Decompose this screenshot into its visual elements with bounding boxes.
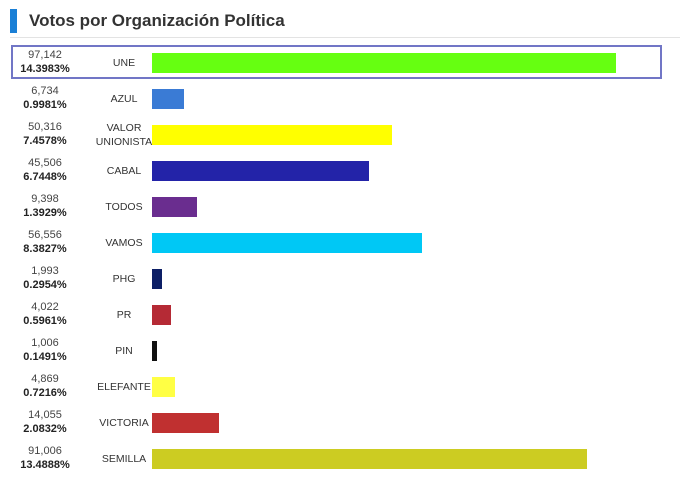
- party-name-label: VALOR UNIONISTA: [95, 122, 153, 148]
- party-name-label: PHG: [112, 273, 136, 285]
- vote-count-label: 6,734: [31, 85, 59, 97]
- vote-bar-azul[interactable]: [152, 89, 185, 109]
- vote-count-label: 1,006: [31, 337, 59, 349]
- party-name-label: PIN: [115, 345, 133, 357]
- vote-percent-label: 0.2954%: [23, 279, 67, 291]
- title-accent-bar: [10, 9, 17, 33]
- vote-bar-victoria[interactable]: [152, 413, 220, 433]
- vote-percent-label: 0.7216%: [23, 387, 67, 399]
- vote-count-label: 91,006: [28, 445, 62, 457]
- vote-bar-todos[interactable]: [152, 197, 197, 217]
- header-divider: [10, 37, 680, 38]
- vote-percent-label: 1.3929%: [23, 207, 67, 219]
- vote-percent-label: 7.4578%: [23, 135, 67, 147]
- party-name-label: PR: [116, 309, 132, 321]
- party-row-une[interactable]: 97,142 14.3983% UNE: [0, 45, 694, 81]
- vote-count-label: 14,055: [28, 409, 62, 421]
- vote-percent-label: 6.7448%: [23, 171, 67, 183]
- vote-percent-label: 0.5961%: [23, 315, 67, 327]
- vote-bar-semilla[interactable]: [152, 449, 587, 469]
- vote-percent-label: 13.4888%: [20, 459, 70, 471]
- party-name-label: UNE: [112, 57, 136, 69]
- party-row-elefante[interactable]: 4,869 0.7216% ELEFANTE: [0, 369, 694, 405]
- vote-bar-pin[interactable]: [152, 341, 157, 361]
- vote-bar-elefante[interactable]: [152, 377, 176, 397]
- vote-percent-label: 14.3983%: [20, 63, 70, 75]
- party-row-vamos[interactable]: 56,556 8.3827% VAMOS: [0, 225, 694, 261]
- vote-bar-cabal[interactable]: [152, 161, 370, 181]
- vote-percent-label: 0.9981%: [23, 99, 67, 111]
- vote-percent-label: 2.0832%: [23, 423, 67, 435]
- party-row-todos[interactable]: 9,398 1.3929% TODOS: [0, 189, 694, 225]
- party-row-victoria[interactable]: 14,055 2.0832% VICTORIA: [0, 405, 694, 441]
- vote-bar-vamos[interactable]: [152, 233, 423, 253]
- vote-count-label: 4,022: [31, 301, 59, 313]
- party-row-azul[interactable]: 6,734 0.9981% AZUL: [0, 81, 694, 117]
- vote-count-label: 9,398: [31, 193, 59, 205]
- party-row-pin[interactable]: 1,006 0.1491% PIN: [0, 333, 694, 369]
- party-row-phg[interactable]: 1,993 0.2954% PHG: [0, 261, 694, 297]
- party-name-label: CABAL: [106, 165, 142, 177]
- vote-bar-pr[interactable]: [152, 305, 172, 325]
- vote-count-label: 50,316: [28, 121, 62, 133]
- bar-rows: 97,142 14.3983% UNE 6,734 0.9981% AZUL 50,316 7…: [0, 45, 694, 477]
- chart-title: Votos por Organización Política: [29, 11, 285, 30]
- party-row-cabal[interactable]: 45,506 6.7448% CABAL: [0, 153, 694, 189]
- vote-bar-phg[interactable]: [152, 269, 162, 289]
- party-name-label: SEMILLA: [101, 453, 147, 465]
- vote-count-label: 1,993: [31, 265, 59, 277]
- vote-count-label: 45,506: [28, 157, 62, 169]
- vote-count-label: 56,556: [28, 229, 62, 241]
- party-name-label: ELEFANTE: [97, 381, 151, 393]
- party-name-label: VICTORIA: [99, 417, 149, 429]
- party-name-label: AZUL: [110, 93, 138, 105]
- party-row-semilla[interactable]: 91,006 13.4888% SEMILLA: [0, 441, 694, 477]
- party-name-label: TODOS: [105, 201, 143, 213]
- vote-count-label: 4,869: [31, 373, 59, 385]
- vote-count-label: 97,142: [28, 49, 62, 61]
- vote-bar-une[interactable]: [152, 53, 616, 73]
- chart-header: Votos por Organización Política: [10, 8, 285, 34]
- party-row-valor-unionista[interactable]: 50,316 7.4578% VALOR UNIONISTA: [0, 117, 694, 153]
- vote-percent-label: 8.3827%: [23, 243, 67, 255]
- vote-bar-valor-unionista[interactable]: [152, 125, 393, 145]
- party-name-label: VAMOS: [105, 237, 143, 249]
- vote-percent-label: 0.1491%: [23, 351, 67, 363]
- party-row-pr[interactable]: 4,022 0.5961% PR: [0, 297, 694, 333]
